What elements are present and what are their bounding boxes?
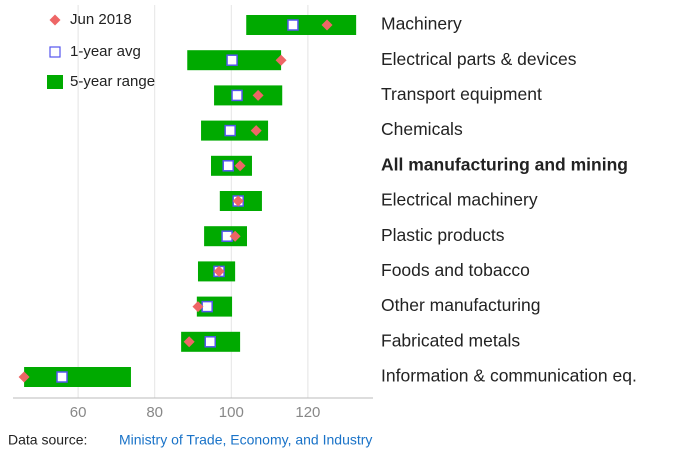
jun-marker — [252, 89, 264, 101]
x-tick-label: 120 — [295, 404, 320, 421]
category-label: Information & communication eq. — [381, 366, 637, 386]
category-label: Fabricated metals — [381, 330, 520, 350]
category-label: All manufacturing and mining — [381, 154, 628, 174]
source-label: Data source: — [8, 432, 87, 448]
jun-marker — [232, 195, 244, 207]
category-label: Machinery — [381, 14, 462, 34]
category-label: Chemicals — [381, 119, 463, 139]
jun-marker — [192, 301, 204, 313]
jun-marker — [18, 371, 30, 383]
legend-label: 1-year avg — [70, 43, 141, 60]
range-bar — [24, 367, 131, 387]
category-label: Foods and tobacco — [381, 260, 530, 280]
avg-marker — [224, 124, 236, 137]
jun-marker — [234, 160, 246, 172]
legend-label: 5-year range — [70, 73, 155, 90]
x-tick-label: 60 — [70, 404, 87, 421]
category-label: Plastic products — [381, 225, 505, 245]
range-bar — [246, 15, 357, 35]
category-label: Other manufacturing — [381, 295, 541, 315]
legend-swatch — [47, 75, 63, 89]
category-label: Transport equipment — [381, 84, 542, 104]
avg-marker — [231, 89, 243, 102]
avg-marker — [226, 54, 238, 66]
jun-marker — [275, 54, 287, 66]
legend-label: Jun 2018 — [70, 11, 132, 28]
source-link[interactable]: Ministry of Trade, Economy, and Industry — [119, 432, 372, 448]
avg-marker — [287, 19, 299, 31]
avg-marker — [204, 336, 216, 348]
avg-marker — [201, 300, 213, 313]
jun-marker — [250, 125, 262, 137]
category-label: Electrical parts & devices — [381, 49, 577, 69]
avg-marker — [56, 371, 68, 383]
legend-swatch — [49, 46, 61, 58]
jun-marker — [183, 336, 195, 348]
category-label: Electrical machinery — [381, 190, 538, 210]
jun-marker — [321, 19, 333, 31]
x-tick-label: 80 — [146, 404, 163, 421]
avg-marker — [222, 160, 234, 172]
x-tick-label: 100 — [219, 404, 244, 421]
jun-marker — [229, 230, 241, 242]
jun-marker — [213, 265, 225, 277]
range-bar — [214, 85, 283, 106]
legend-swatch — [49, 14, 61, 26]
